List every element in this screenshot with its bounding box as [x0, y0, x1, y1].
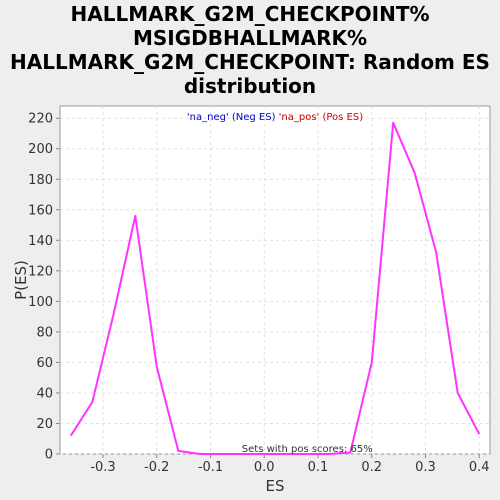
series-layer	[69, 121, 481, 455]
x-tick-label: -0.2	[144, 460, 169, 475]
chart-title-line: distribution	[183, 74, 317, 98]
y-tick-label: 160	[28, 203, 53, 218]
y-tick-label: 20	[36, 417, 53, 432]
x-axis-label: ES	[266, 477, 285, 495]
legend-entry: 'na_neg' (Neg ES)	[187, 112, 279, 123]
y-tick-label: 220	[28, 112, 53, 127]
x-tick-label: -0.3	[90, 460, 115, 475]
annotation-text: Sets with pos scores: 65%	[242, 444, 373, 455]
plot-area	[59, 105, 491, 455]
y-tick-label: 40	[36, 386, 53, 401]
y-tick-label: 60	[36, 356, 53, 371]
chart-title: HALLMARK_G2M_CHECKPOINT% MSIGDBHALLMARK%…	[0, 2, 500, 98]
legend: 'na_neg' (Neg ES) 'na_pos' (Pos ES)	[187, 112, 363, 123]
x-tick-label: -0.1	[198, 460, 223, 475]
es-distribution-line	[69, 121, 481, 455]
y-tick-label: 120	[28, 264, 53, 279]
legend-entry: 'na_pos' (Pos ES)	[279, 112, 364, 123]
x-axis-ticks: -0.3 -0.2 -0.1 0.0 0.1 0.2 0.3 0.4	[90, 454, 490, 475]
chart-title-line: MSIGDBHALLMARK%	[132, 26, 368, 50]
x-tick-label: 0.0	[254, 460, 275, 475]
y-tick-label: 140	[28, 234, 53, 249]
chart-title-line: HALLMARK_G2M_CHECKPOINT%	[70, 2, 430, 26]
y-tick-label: 180	[28, 173, 53, 188]
y-axis-label: P(ES)	[12, 260, 30, 300]
y-axis-ticks: 0 20 40 60 80 100 120 140 160 180 200 220	[28, 112, 60, 463]
x-tick-label: 0.3	[415, 460, 436, 475]
y-tick-label: 0	[45, 448, 53, 463]
grid-lines	[60, 106, 490, 455]
y-tick-label: 80	[36, 325, 53, 340]
x-tick-label: 0.2	[361, 460, 382, 475]
x-tick-label: 0.4	[469, 460, 490, 475]
y-tick-label: 200	[28, 142, 53, 157]
x-tick-label: 0.1	[308, 460, 329, 475]
chart-title-line: HALLMARK_G2M_CHECKPOINT: Random ES	[10, 50, 490, 74]
y-tick-label: 100	[28, 295, 53, 310]
